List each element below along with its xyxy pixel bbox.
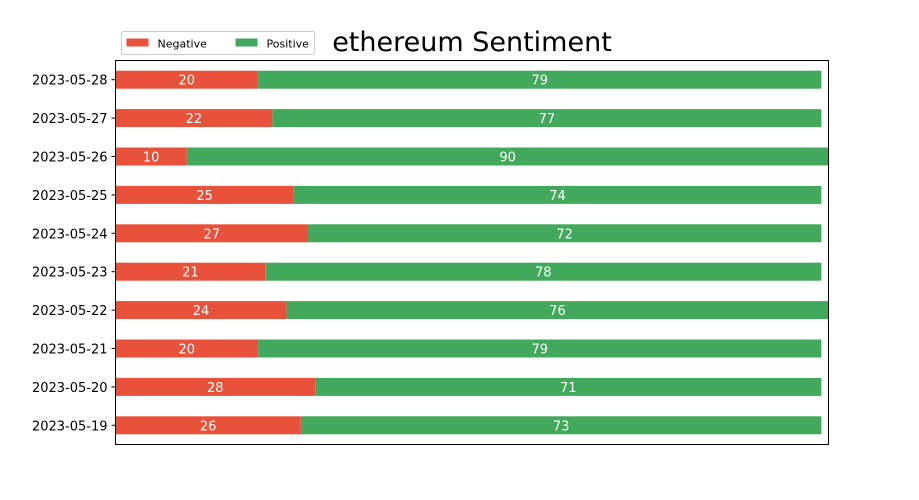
legend-swatch-positive (235, 38, 258, 47)
data-label-positive-2023-05-24: 72 (556, 227, 573, 242)
y-tick-label-2023-05-22: 2023-05-22 (32, 304, 108, 319)
legend-swatch-negative (126, 38, 149, 47)
bar-negative-2023-05-20 (115, 377, 316, 396)
bar-negative-2023-05-19 (115, 416, 301, 435)
y-axis-labels: 2023-05-28 2023-05-27 2023-05-26 2023-05-25… (32, 74, 116, 434)
y-tick-label-2023-05-24: 2023-05-24 (32, 227, 108, 242)
y-tick-label-2023-05-26: 2023-05-26 (32, 151, 108, 166)
data-label-negative-2023-05-26: 10 (143, 151, 160, 166)
bar-positive-2023-05-19 (300, 416, 822, 435)
data-label-negative-2023-05-27: 22 (186, 112, 203, 127)
y-tick-label-2023-05-21: 2023-05-21 (32, 343, 108, 358)
y-tick-label-2023-05-25: 2023-05-25 (32, 189, 108, 204)
chart-title: ethereum Sentiment (332, 27, 612, 58)
bar-positive-2023-05-22 (286, 301, 829, 320)
y-tick-label-2023-05-23: 2023-05-23 (32, 266, 108, 281)
data-label-positive-2023-05-27: 77 (539, 112, 556, 127)
data-label-negative-2023-05-23: 21 (182, 266, 199, 281)
bar-group: 20 79 22 77 10 90 25 74 27 72 21 78 24 76 20 79 28 71 26 73 (115, 70, 829, 435)
legend-label-positive: Positive (267, 38, 310, 51)
bar-negative-2023-05-22 (115, 301, 287, 320)
data-label-negative-2023-05-20: 28 (207, 381, 224, 396)
bar-positive-2023-05-24 (308, 224, 822, 243)
bar-positive-2023-05-28 (258, 70, 822, 89)
data-label-negative-2023-05-24: 27 (203, 227, 220, 242)
data-label-positive-2023-05-25: 74 (549, 189, 566, 204)
y-tick-label-2023-05-28: 2023-05-28 (32, 74, 108, 89)
legend-box (121, 31, 315, 55)
data-label-positive-2023-05-21: 79 (531, 343, 548, 358)
data-label-positive-2023-05-23: 78 (535, 266, 552, 281)
bar-negative-2023-05-23 (115, 262, 266, 281)
chart-legend: Negative Positive (121, 31, 315, 55)
bar-positive-2023-05-26 (186, 147, 829, 166)
bar-negative-2023-05-26 (115, 147, 187, 166)
legend-label-negative: Negative (158, 38, 208, 51)
data-label-negative-2023-05-25: 25 (196, 189, 213, 204)
bar-negative-2023-05-21 (115, 339, 259, 358)
data-label-positive-2023-05-26: 90 (499, 151, 516, 166)
data-label-negative-2023-05-22: 24 (193, 304, 210, 319)
data-label-positive-2023-05-28: 79 (531, 74, 548, 89)
data-label-positive-2023-05-22: 76 (549, 304, 566, 319)
y-tick-label-2023-05-27: 2023-05-27 (32, 112, 108, 127)
bar-positive-2023-05-27 (272, 109, 822, 128)
data-label-negative-2023-05-21: 20 (179, 343, 196, 358)
bar-negative-2023-05-28 (115, 70, 259, 89)
bar-positive-2023-05-25 (293, 185, 822, 204)
data-label-positive-2023-05-19: 73 (553, 419, 570, 434)
plot-frame (115, 60, 829, 445)
bar-negative-2023-05-27 (115, 109, 273, 128)
data-label-negative-2023-05-28: 20 (179, 74, 196, 89)
bar-positive-2023-05-20 (315, 377, 822, 396)
y-tick-label-2023-05-20: 2023-05-20 (32, 381, 108, 396)
bar-positive-2023-05-21 (258, 339, 822, 358)
y-tick-label-2023-05-19: 2023-05-19 (32, 419, 108, 434)
bar-positive-2023-05-23 (265, 262, 822, 281)
data-label-positive-2023-05-20: 71 (560, 381, 577, 396)
data-label-negative-2023-05-19: 26 (200, 419, 217, 434)
bar-negative-2023-05-24 (115, 224, 309, 243)
bar-negative-2023-05-25 (115, 185, 294, 204)
